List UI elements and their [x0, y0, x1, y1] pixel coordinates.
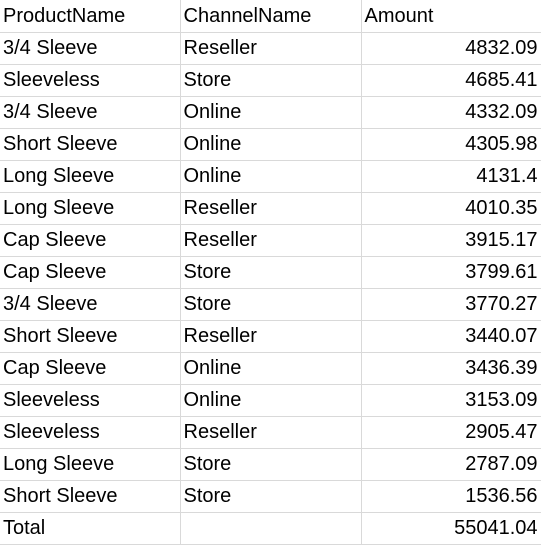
cell-productname[interactable]: Short Sleeve — [0, 128, 181, 161]
cell-channelname[interactable]: Reseller — [180, 416, 362, 449]
cell-channelname[interactable]: Store — [180, 480, 362, 513]
table-row: Sleeveless Online 3153.09 — [0, 384, 541, 417]
table-row: Cap Sleeve Reseller 3915.17 — [0, 224, 541, 257]
table-row: Cap Sleeve Store 3799.61 — [0, 256, 541, 289]
cell-productname[interactable]: Long Sleeve — [0, 192, 181, 225]
cell-amount[interactable]: 3153.09 — [361, 384, 541, 417]
cell-amount[interactable]: 2787.09 — [361, 448, 541, 481]
cell-channelname[interactable]: Reseller — [180, 192, 362, 225]
cell-amount[interactable]: 2905.47 — [361, 416, 541, 449]
total-amount-cell[interactable]: 55041.04 — [361, 512, 541, 545]
cell-channelname[interactable]: Online — [180, 384, 362, 417]
header-row: ProductName ChannelName Amount — [0, 0, 541, 33]
cell-amount[interactable]: 3770.27 — [361, 288, 541, 321]
cell-productname[interactable]: Sleeveless — [0, 416, 181, 449]
header-cell-amount[interactable]: Amount — [361, 0, 541, 33]
total-empty-cell[interactable] — [180, 512, 362, 545]
cell-amount[interactable]: 3915.17 — [361, 224, 541, 257]
cell-productname[interactable]: Cap Sleeve — [0, 256, 181, 289]
table-row: Long Sleeve Online 4131.4 — [0, 160, 541, 193]
cell-channelname[interactable]: Store — [180, 448, 362, 481]
cell-productname[interactable]: Short Sleeve — [0, 320, 181, 353]
table-row: Short Sleeve Store 1536.56 — [0, 480, 541, 513]
cell-channelname[interactable]: Online — [180, 160, 362, 193]
cell-productname[interactable]: Short Sleeve — [0, 480, 181, 513]
cell-productname[interactable]: 3/4 Sleeve — [0, 288, 181, 321]
cell-channelname[interactable]: Store — [180, 256, 362, 289]
cell-productname[interactable]: 3/4 Sleeve — [0, 96, 181, 129]
cell-amount[interactable]: 3436.39 — [361, 352, 541, 385]
total-row: Total 55041.04 — [0, 512, 541, 545]
table-row: Long Sleeve Store 2787.09 — [0, 448, 541, 481]
cell-productname[interactable]: Long Sleeve — [0, 448, 181, 481]
cell-productname[interactable]: Sleeveless — [0, 384, 181, 417]
table-row: Short Sleeve Online 4305.98 — [0, 128, 541, 161]
cell-channelname[interactable]: Reseller — [180, 224, 362, 257]
total-label-cell[interactable]: Total — [0, 512, 181, 545]
cell-amount[interactable]: 4305.98 — [361, 128, 541, 161]
cell-amount[interactable]: 4685.41 — [361, 64, 541, 97]
cell-channelname[interactable]: Reseller — [180, 32, 362, 65]
cell-channelname[interactable]: Reseller — [180, 320, 362, 353]
cell-amount[interactable]: 4010.35 — [361, 192, 541, 225]
cell-channelname[interactable]: Online — [180, 96, 362, 129]
cell-channelname[interactable]: Store — [180, 64, 362, 97]
cell-channelname[interactable]: Online — [180, 128, 362, 161]
cell-amount[interactable]: 3440.07 — [361, 320, 541, 353]
table-row: Sleeveless Store 4685.41 — [0, 64, 541, 97]
cell-amount[interactable]: 4332.09 — [361, 96, 541, 129]
cell-amount[interactable]: 4131.4 — [361, 160, 541, 193]
cell-productname[interactable]: Cap Sleeve — [0, 352, 181, 385]
table-row: Short Sleeve Reseller 3440.07 — [0, 320, 541, 353]
cell-amount[interactable]: 1536.56 — [361, 480, 541, 513]
cell-amount[interactable]: 3799.61 — [361, 256, 541, 289]
cell-productname[interactable]: 3/4 Sleeve — [0, 32, 181, 65]
cell-amount[interactable]: 4832.09 — [361, 32, 541, 65]
table-row: 3/4 Sleeve Store 3770.27 — [0, 288, 541, 321]
table-row: 3/4 Sleeve Reseller 4832.09 — [0, 32, 541, 65]
table-row: Long Sleeve Reseller 4010.35 — [0, 192, 541, 225]
header-cell-productname[interactable]: ProductName — [0, 0, 181, 33]
table-row: 3/4 Sleeve Online 4332.09 — [0, 96, 541, 129]
table-row: Sleeveless Reseller 2905.47 — [0, 416, 541, 449]
header-cell-channelname[interactable]: ChannelName — [180, 0, 362, 33]
cell-channelname[interactable]: Store — [180, 288, 362, 321]
cell-productname[interactable]: Sleeveless — [0, 64, 181, 97]
cell-channelname[interactable]: Online — [180, 352, 362, 385]
table-row: Cap Sleeve Online 3436.39 — [0, 352, 541, 385]
cell-productname[interactable]: Cap Sleeve — [0, 224, 181, 257]
cell-productname[interactable]: Long Sleeve — [0, 160, 181, 193]
